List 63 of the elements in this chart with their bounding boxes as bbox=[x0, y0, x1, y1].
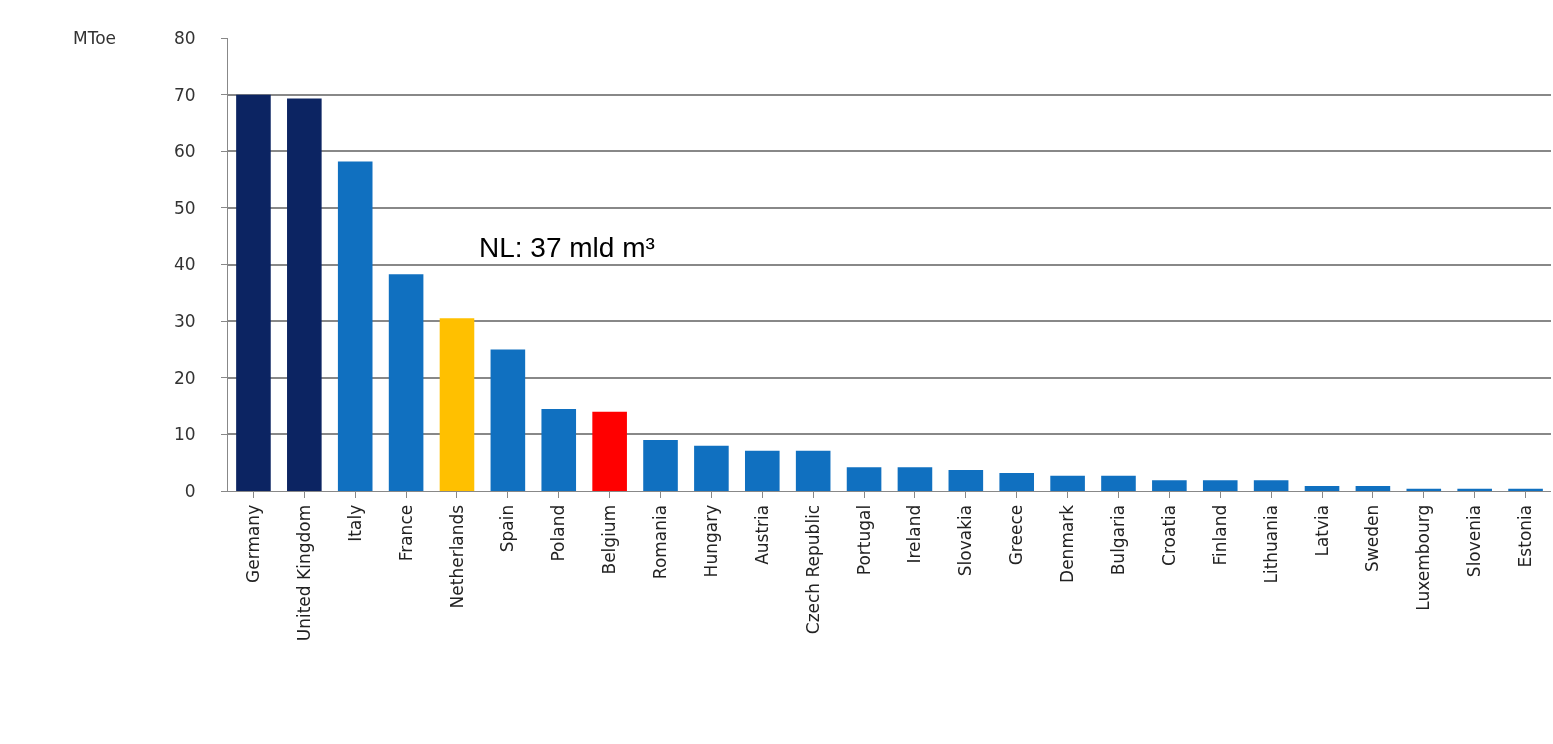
bar bbox=[1253, 480, 1289, 491]
bar bbox=[541, 408, 577, 491]
x-tick-label: Belgium bbox=[599, 504, 620, 575]
y-tick-label: 40 bbox=[173, 254, 196, 275]
x-tick-label: Croatia bbox=[1158, 504, 1179, 566]
bar bbox=[287, 98, 322, 491]
x-tick-label: Denmark bbox=[1057, 504, 1078, 583]
x-tick-label: Finland bbox=[1209, 504, 1230, 566]
x-tick-label: Netherlands bbox=[446, 504, 467, 609]
y-tick-label: 60 bbox=[173, 141, 196, 162]
x-tick-label: Lithuania bbox=[1260, 504, 1281, 584]
bar bbox=[1406, 488, 1442, 491]
bar bbox=[1508, 488, 1543, 491]
bar bbox=[236, 94, 271, 491]
bar bbox=[1101, 475, 1136, 491]
bar bbox=[1304, 485, 1340, 491]
bar bbox=[694, 445, 729, 491]
x-tick-label: Slovakia bbox=[955, 504, 976, 577]
x-tick-label: Germany bbox=[242, 504, 263, 583]
y-tick-label: 10 bbox=[173, 424, 196, 445]
bar bbox=[795, 450, 831, 491]
x-tick-label: Latvia bbox=[1311, 504, 1332, 557]
bar bbox=[1050, 475, 1085, 491]
x-tick-label: Czech Republic bbox=[802, 504, 823, 635]
x-tick-label: Sweden bbox=[1362, 504, 1383, 572]
y-tick-label: 80 bbox=[173, 27, 196, 48]
bar bbox=[1355, 485, 1391, 491]
bar bbox=[846, 467, 882, 491]
y-tick-label: 30 bbox=[173, 311, 196, 332]
y-axis-title: MToe bbox=[73, 28, 117, 48]
x-tick-label: Austria bbox=[751, 504, 772, 565]
bar bbox=[388, 274, 424, 491]
y-tick-label: 20 bbox=[173, 367, 196, 388]
x-tick-label: Italy bbox=[344, 504, 365, 542]
bar bbox=[897, 467, 933, 491]
bar bbox=[1152, 480, 1187, 491]
y-tick-label: 0 bbox=[184, 480, 196, 501]
bar bbox=[999, 472, 1035, 491]
x-tick-label: Greece bbox=[1006, 504, 1027, 566]
bar bbox=[1202, 480, 1238, 491]
x-tick-label: Slovenia bbox=[1464, 504, 1485, 578]
bar bbox=[592, 411, 627, 491]
x-tick-label: Ireland bbox=[904, 504, 925, 564]
x-tick-label: Poland bbox=[548, 504, 569, 562]
y-tick-label: 70 bbox=[173, 84, 196, 105]
x-tick-label: Portugal bbox=[853, 504, 874, 576]
x-tick-label: United Kingdom bbox=[293, 504, 314, 642]
bar bbox=[439, 318, 475, 491]
bar bbox=[948, 470, 984, 491]
y-tick-label: 50 bbox=[173, 197, 196, 218]
bar bbox=[1457, 488, 1492, 491]
bar bbox=[490, 349, 526, 491]
x-tick-label: France bbox=[395, 504, 416, 562]
x-tick-label: Bulgaria bbox=[1108, 504, 1129, 576]
bar bbox=[337, 161, 373, 491]
x-tick-label: Estonia bbox=[1515, 504, 1536, 568]
x-tick-label: Spain bbox=[497, 504, 518, 553]
annotation: NL: 37 mld m³ bbox=[479, 232, 655, 263]
bar bbox=[744, 450, 780, 491]
x-tick-label: Hungary bbox=[700, 504, 721, 578]
x-tick-label: Luxembourg bbox=[1413, 504, 1434, 611]
bar bbox=[643, 440, 678, 491]
x-tick-label: Romania bbox=[650, 504, 671, 580]
